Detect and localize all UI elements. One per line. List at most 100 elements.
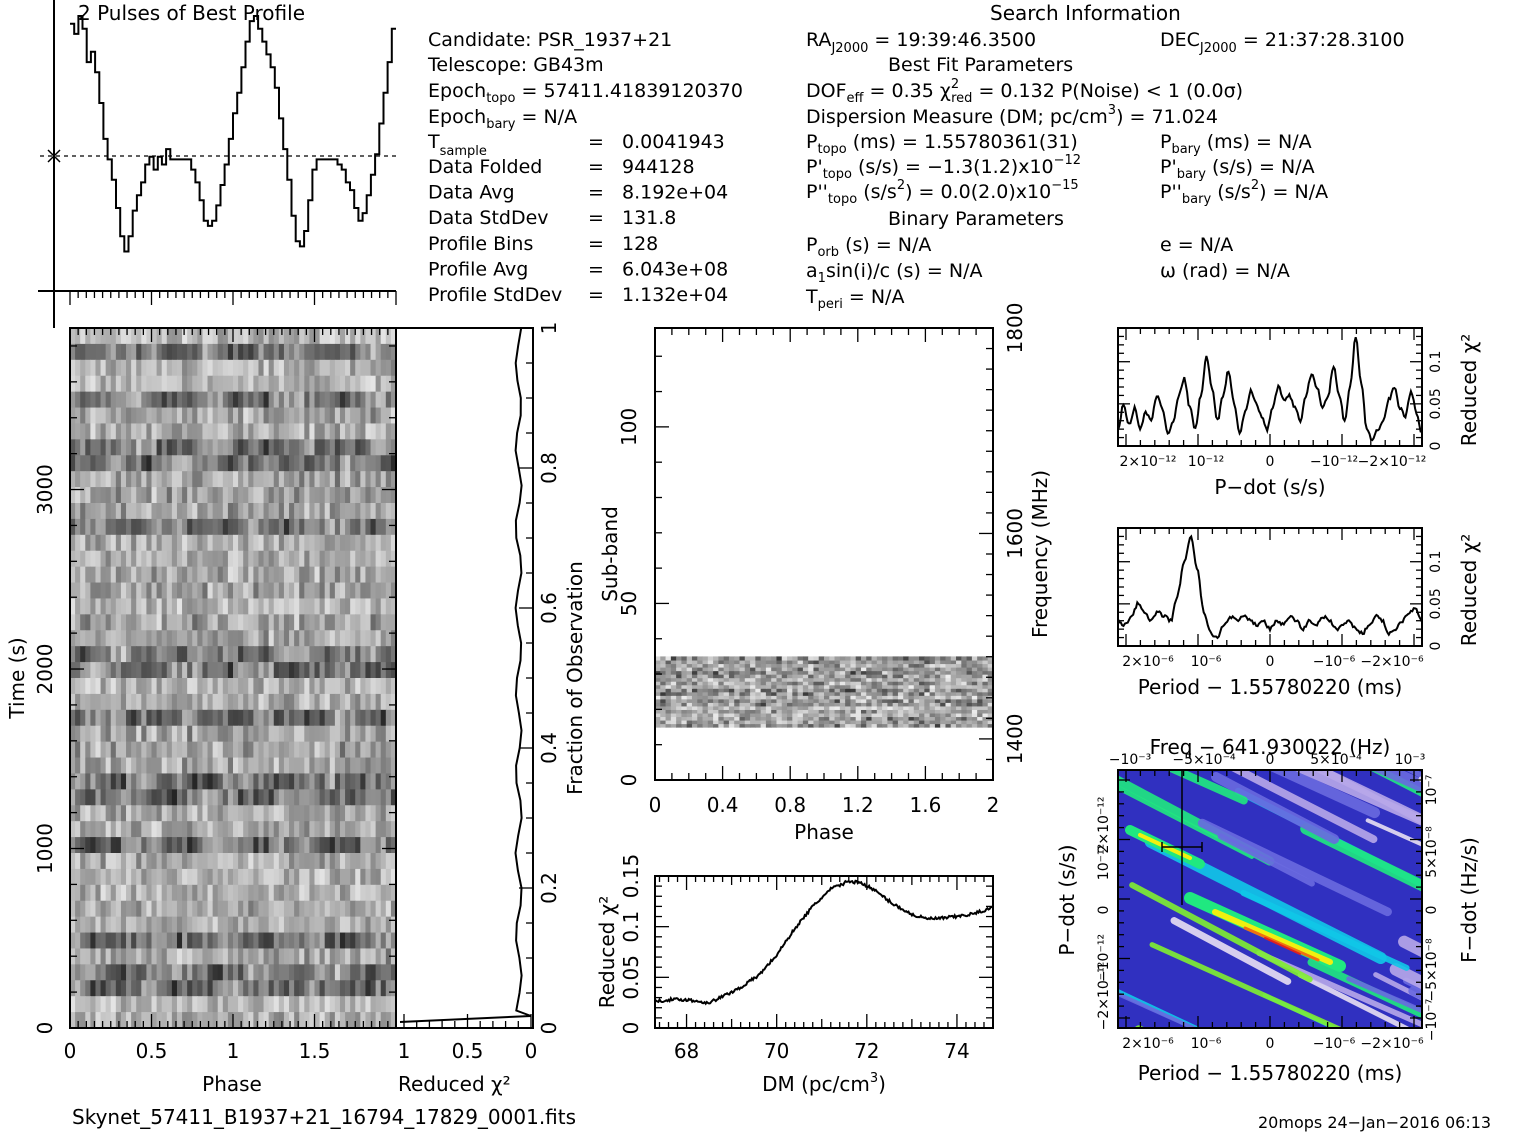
time-phase-cell (309, 646, 316, 663)
time-phase-cell (253, 487, 260, 504)
subband-cell (845, 688, 852, 693)
time-phase-cell (171, 884, 178, 902)
time-phase-cell (161, 359, 168, 377)
time-phase-cell (390, 343, 397, 361)
time-phase-cell (105, 391, 112, 409)
time-phase-cell (253, 471, 260, 488)
time-phase-cell (289, 853, 295, 870)
time-phase-cell (156, 598, 163, 615)
time-phase-cell (273, 868, 280, 886)
time-phase-cell (263, 359, 270, 377)
time-phase-cell (187, 343, 193, 361)
time-phase-cell (273, 837, 280, 854)
subband-cell (924, 670, 931, 675)
time-phase-cell (350, 518, 356, 536)
subband-cell (797, 688, 804, 693)
time-phase-cell (385, 853, 392, 870)
time-phase-cell (95, 773, 102, 790)
time-phase-cell (80, 359, 86, 377)
subband-cell (839, 667, 846, 672)
time-phase-cell (380, 1012, 387, 1029)
time-phase-cell (238, 439, 244, 456)
subband-cell (855, 712, 862, 718)
time-phase-cell (238, 996, 244, 1013)
subband-cell (755, 723, 762, 728)
x2-tick-label: −5×10⁻⁴ (1172, 752, 1236, 768)
time-phase-cell (100, 805, 107, 822)
time-phase-cell (304, 566, 310, 584)
time-phase-cell (339, 423, 346, 440)
ppdot-ridge (1118, 785, 1255, 859)
time-phase-cell (339, 614, 346, 631)
time-phase-cell (314, 725, 321, 743)
subband-cell (776, 674, 783, 679)
subband-cell (739, 659, 746, 665)
dec-text: DECJ2000 = 21:37:28.3100 (1160, 29, 1405, 56)
time-phase-cell (370, 359, 377, 377)
time-phase-cell (273, 534, 280, 552)
time-phase-cell (197, 534, 204, 552)
time-phase-cell (385, 598, 392, 615)
subband-cell (802, 688, 809, 693)
subband-cell (718, 716, 725, 721)
time-phase-cell (375, 964, 382, 981)
time-phase-cell (289, 821, 295, 838)
time-phase-cell (319, 996, 326, 1013)
subband-cell (660, 716, 667, 721)
telescope-text: Telescope: GB43m (427, 54, 604, 76)
time-phase-cell (319, 375, 326, 393)
time-phase-cell (390, 439, 397, 456)
time-phase-cell (212, 423, 219, 440)
time-phase-cell (380, 773, 387, 790)
time-phase-cell (90, 741, 97, 759)
subband-cell (839, 663, 846, 668)
subband-cell (903, 702, 910, 707)
time-phase-cell (136, 518, 142, 536)
time-phase-cell (253, 343, 260, 361)
time-phase-cell (248, 630, 254, 647)
time-phase-cell (299, 566, 305, 584)
subband-cell (765, 709, 772, 714)
time-phase-cell (202, 487, 209, 504)
time-phase-cell (263, 678, 270, 695)
time-phase-cell (100, 582, 107, 600)
time-phase-cell (105, 343, 112, 361)
time-phase-cell (75, 837, 81, 854)
subband-cell (808, 695, 815, 700)
time-phase-cell (339, 821, 346, 838)
time-phase-cell (156, 693, 163, 711)
time-phase-cell (182, 359, 188, 377)
time-phase-cell (238, 821, 244, 838)
time-phase-cell (151, 932, 158, 950)
time-phase-cell (176, 566, 183, 584)
x2-tick-label: 5×10⁻⁴ (1310, 752, 1362, 768)
time-phase-cell (380, 407, 387, 425)
subband-cell (771, 695, 778, 700)
subband-cell (987, 712, 994, 718)
subband-cell (734, 667, 741, 672)
time-phase-cell (187, 773, 193, 790)
subband-cell (913, 716, 920, 721)
time-phase-cell (299, 343, 305, 361)
time-phase-cell (202, 805, 209, 822)
subband-cell (887, 659, 894, 665)
time-phase-cell (345, 868, 351, 886)
time-phase-cell (75, 693, 81, 711)
subband-cell (676, 674, 683, 679)
time-phase-cell (268, 709, 275, 727)
time-phase-cell (365, 916, 372, 934)
subband-cell (734, 716, 741, 721)
subband-cell (834, 723, 841, 728)
subband-cell (887, 674, 894, 679)
time-phase-cell (258, 503, 265, 520)
time-phase-cell (319, 439, 326, 456)
time-phase-cell (268, 439, 275, 456)
subband-cell (913, 656, 920, 661)
time-phase-cell (80, 550, 86, 568)
time-phase-cell (161, 518, 168, 536)
time-phase-cell (141, 996, 147, 1013)
time-phase-cell (105, 853, 112, 870)
time-phase-cell (263, 375, 270, 393)
subband-cell (734, 681, 741, 686)
time-phase-cell (120, 455, 127, 472)
